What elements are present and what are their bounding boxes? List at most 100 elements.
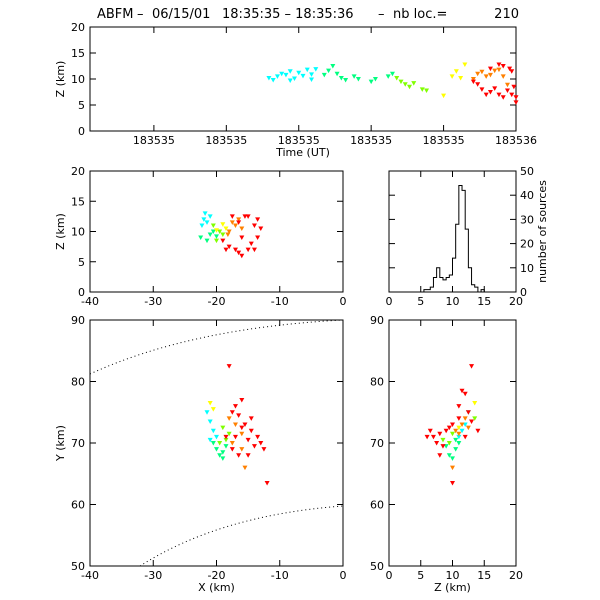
- z-y-source-point: [456, 404, 462, 409]
- x-y-source-point: [214, 447, 219, 452]
- time-z-xtick-label: 183535: [350, 134, 392, 147]
- x-z-source-point: [239, 226, 245, 231]
- figure-title-date: 06/15/01: [152, 7, 210, 22]
- x-z-source-point: [199, 223, 205, 228]
- time-z-source-point: [475, 71, 481, 77]
- x-y-xtick-label: 0: [340, 569, 347, 582]
- time-z-source-point: [394, 75, 400, 81]
- time-z-source-point: [309, 77, 315, 83]
- time-z-source-point: [402, 82, 408, 87]
- x-z-source-point: [220, 232, 226, 238]
- x-z-ytick-label: 10: [71, 226, 85, 239]
- x-y-source-point: [236, 453, 242, 458]
- histogram-ytick-label: 10: [520, 262, 534, 275]
- time-z-source-point: [483, 92, 489, 98]
- x-y-source-point: [220, 456, 226, 461]
- histogram-ytick-label: 20: [520, 238, 534, 251]
- svg-text:–: –: [378, 7, 385, 22]
- histogram-xtick-label: 20: [509, 295, 523, 308]
- x-y-xtick-label: -40: [81, 569, 99, 582]
- time-z-source-point: [513, 95, 519, 100]
- x-z-source-point: [226, 244, 232, 250]
- x-y-source-point: [229, 447, 235, 452]
- x-y-source-point: [239, 431, 245, 437]
- x-y-source-point: [207, 401, 213, 406]
- x-y-source-point: [214, 434, 219, 440]
- x-z-ytick-label: 5: [78, 256, 85, 269]
- time-z-source-point: [453, 69, 459, 74]
- svg-text:–: –: [137, 7, 144, 22]
- time-z-source-point: [449, 74, 455, 79]
- time-z-xtick-label: 183535: [423, 134, 465, 147]
- x-z-source-point: [255, 217, 261, 222]
- x-z-xtick-label: -40: [81, 295, 99, 308]
- figure-title-count-label: nb loc.=: [393, 7, 447, 22]
- x-z-xtick-label: -30: [144, 295, 162, 308]
- z-y-source-point: [430, 434, 436, 440]
- z-y-x-axis-label: Z (km): [434, 581, 471, 594]
- histogram-xtick-label: 5: [417, 295, 424, 308]
- time-z-source-point: [492, 68, 498, 74]
- time-z-source-point: [475, 82, 481, 87]
- histogram-bin: [443, 280, 446, 292]
- time-z-source-point: [338, 75, 344, 81]
- x-z-source-point: [229, 220, 235, 225]
- x-y-source-point: [210, 407, 216, 412]
- time-z-source-point: [351, 74, 357, 79]
- time-z-source-point: [470, 77, 476, 82]
- z-y-source-point: [456, 441, 462, 446]
- x-y-source-point: [242, 422, 248, 428]
- x-y-ytick-label: 80: [71, 376, 85, 389]
- time-z-source-point: [334, 71, 340, 77]
- z-y-source-point: [437, 453, 443, 458]
- time-z-source-point: [283, 72, 289, 78]
- x-z-ytick-label: 0: [78, 286, 85, 299]
- time-z-source-point: [462, 62, 468, 67]
- time-z-source-point: [398, 79, 404, 85]
- time-z-source-point: [492, 86, 498, 91]
- x-y-source-point: [239, 447, 245, 452]
- x-z-source-point: [198, 235, 204, 241]
- x-z-source-point: [248, 241, 254, 247]
- x-z-source-point: [220, 222, 226, 227]
- time-z-source-point: [411, 81, 417, 86]
- x-z-source-point: [201, 217, 207, 222]
- range-ring-lower: [139, 505, 344, 567]
- x-z-xtick-label: -10: [271, 295, 289, 308]
- time-z-source-point: [266, 75, 272, 81]
- x-y-source-point: [226, 431, 232, 437]
- x-z-source-point: [236, 220, 242, 225]
- range-ring-upper: [89, 319, 344, 375]
- time-z-source-point: [326, 68, 332, 74]
- time-z-source-point: [296, 70, 302, 76]
- x-z-source-point: [207, 232, 213, 238]
- x-y-ytick-label: 60: [71, 499, 85, 512]
- histogram-bin: [424, 290, 427, 292]
- time-z-source-point: [509, 69, 515, 74]
- time-z-source-point: [487, 66, 493, 72]
- z-y-source-point: [443, 444, 449, 449]
- histogram-bin: [433, 277, 436, 292]
- histogram-bin: [453, 258, 456, 292]
- histogram-bin: [481, 290, 484, 292]
- time-z-source-point: [496, 62, 502, 67]
- x-y-source-point: [232, 434, 238, 440]
- x-z-y-axis-label: Z (km): [54, 213, 67, 250]
- x-y-source-point: [220, 425, 226, 431]
- time-z-source-point: [355, 77, 361, 82]
- x-y-source-point: [236, 413, 242, 418]
- time-z-source-point: [300, 73, 306, 79]
- x-y-source-point: [204, 410, 210, 415]
- x-z-source-point: [223, 226, 229, 231]
- time-z-source-point: [287, 78, 293, 84]
- figure-title-prefix: ABFM: [97, 7, 134, 22]
- x-z-source-point: [210, 223, 216, 228]
- time-z-source-point: [496, 92, 502, 98]
- x-y-ytick-label: 90: [71, 314, 85, 327]
- x-y-source-point: [239, 397, 245, 403]
- x-z-source-point: [229, 214, 235, 219]
- z-y-source-point: [446, 453, 452, 458]
- z-y-source-point: [456, 425, 462, 431]
